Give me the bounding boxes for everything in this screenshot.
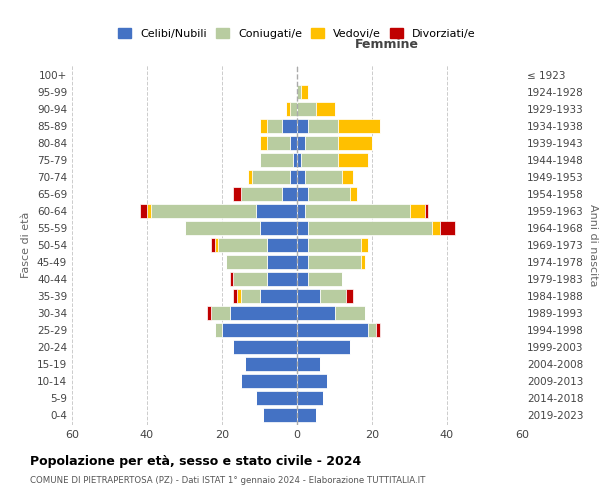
Bar — [308, 272, 342, 286]
Bar — [409, 204, 425, 218]
Bar — [215, 323, 222, 336]
Bar — [233, 272, 267, 286]
Bar — [349, 188, 357, 201]
Bar — [139, 204, 147, 218]
Text: Femmine: Femmine — [355, 38, 419, 51]
Bar — [290, 170, 297, 184]
Bar — [297, 374, 327, 388]
Bar — [297, 221, 308, 235]
Text: COMUNE DI PIETRAPERTOSA (PZ) - Dati ISTAT 1° gennaio 2024 - Elaborazione TUTTITA: COMUNE DI PIETRAPERTOSA (PZ) - Dati ISTA… — [30, 476, 425, 485]
Bar — [308, 188, 349, 201]
Bar — [439, 221, 455, 235]
Bar — [425, 204, 428, 218]
Bar — [222, 323, 297, 336]
Bar — [432, 221, 439, 235]
Bar — [267, 238, 297, 252]
Bar — [335, 306, 365, 320]
Bar — [282, 120, 297, 133]
Bar — [218, 238, 267, 252]
Bar — [241, 188, 282, 201]
Bar — [338, 136, 372, 150]
Bar — [297, 323, 368, 336]
Bar — [229, 306, 297, 320]
Bar — [297, 340, 349, 353]
Bar — [297, 188, 308, 201]
Bar — [241, 289, 260, 302]
Bar — [256, 391, 297, 404]
Bar — [282, 188, 297, 201]
Bar — [338, 154, 368, 167]
Bar — [308, 255, 361, 269]
Bar — [229, 272, 233, 286]
Bar — [233, 289, 237, 302]
Bar — [297, 170, 305, 184]
Bar — [297, 120, 308, 133]
Bar — [376, 323, 380, 336]
Bar — [211, 238, 215, 252]
Bar — [267, 120, 282, 133]
Bar — [361, 255, 365, 269]
Bar — [305, 204, 409, 218]
Bar — [256, 204, 297, 218]
Bar — [297, 408, 316, 422]
Bar — [286, 102, 290, 116]
Bar — [237, 289, 241, 302]
Bar — [233, 188, 241, 201]
Bar — [308, 120, 338, 133]
Bar — [346, 289, 353, 302]
Bar — [297, 238, 308, 252]
Bar — [320, 289, 346, 302]
Bar — [338, 120, 380, 133]
Bar — [297, 289, 320, 302]
Bar — [233, 340, 297, 353]
Bar — [297, 102, 316, 116]
Bar — [211, 306, 229, 320]
Bar — [290, 102, 297, 116]
Bar — [241, 374, 297, 388]
Bar — [248, 170, 252, 184]
Bar — [342, 170, 353, 184]
Bar — [260, 154, 293, 167]
Bar — [308, 238, 361, 252]
Bar — [267, 255, 297, 269]
Bar — [301, 86, 308, 99]
Bar — [207, 306, 211, 320]
Bar — [316, 102, 335, 116]
Bar — [185, 221, 260, 235]
Y-axis label: Fasce di età: Fasce di età — [22, 212, 31, 278]
Bar — [368, 323, 376, 336]
Legend: Celibi/Nubili, Coniugati/e, Vedovi/e, Divorziati/e: Celibi/Nubili, Coniugati/e, Vedovi/e, Di… — [114, 24, 480, 44]
Bar — [297, 86, 301, 99]
Bar — [267, 136, 290, 150]
Bar — [260, 136, 267, 150]
Bar — [260, 120, 267, 133]
Text: Popolazione per età, sesso e stato civile - 2024: Popolazione per età, sesso e stato civil… — [30, 455, 361, 468]
Bar — [151, 204, 256, 218]
Bar — [290, 136, 297, 150]
Bar — [267, 272, 297, 286]
Bar — [226, 255, 267, 269]
Bar — [297, 154, 301, 167]
Bar — [297, 306, 335, 320]
Bar — [260, 221, 297, 235]
Bar — [147, 204, 151, 218]
Bar — [263, 408, 297, 422]
Bar — [297, 255, 308, 269]
Bar — [252, 170, 290, 184]
Bar — [297, 272, 308, 286]
Bar — [361, 238, 368, 252]
Bar — [215, 238, 218, 252]
Bar — [293, 154, 297, 167]
Bar — [297, 136, 305, 150]
Bar — [245, 357, 297, 370]
Bar — [297, 357, 320, 370]
Bar — [301, 154, 338, 167]
Bar — [297, 391, 323, 404]
Bar — [260, 289, 297, 302]
Bar — [305, 170, 342, 184]
Y-axis label: Anni di nascita: Anni di nascita — [587, 204, 598, 286]
Bar — [308, 221, 432, 235]
Bar — [297, 204, 305, 218]
Bar — [305, 136, 338, 150]
